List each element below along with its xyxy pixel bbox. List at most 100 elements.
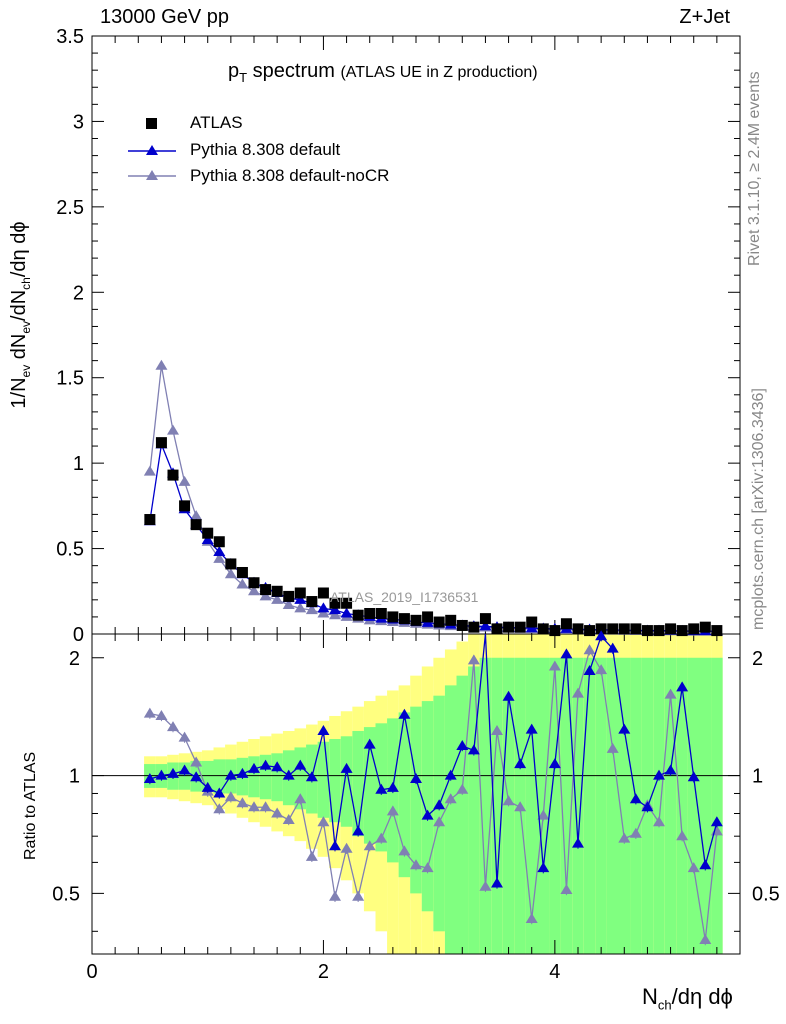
main-y-tick-label: 3.5 [56,26,84,48]
band-green-bar [630,657,642,954]
ratio-point-nocr [525,913,538,924]
main-point-atlas [352,609,364,621]
main-y-tick-label: 3 [73,111,84,133]
ratio-point-default [398,708,411,719]
side-label-events: Rivet 3.1.10, ≥ 2.4M events [746,71,763,266]
main-point-nocr [155,359,168,370]
main-point-atlas [479,613,491,625]
ratio-point-default [201,781,214,792]
ratio-point-default [456,740,469,750]
title-note: (ATLAS UE in Z production) [340,64,538,81]
ratio-point-default [352,825,365,836]
ratio-point-nocr [618,832,631,843]
main-point-atlas [503,621,515,633]
main-point-atlas [248,577,260,589]
ratio-point-nocr [363,840,376,851]
ratio-point-nocr [294,793,307,804]
ratio-point-default [236,767,249,778]
main-point-atlas [179,500,191,512]
ratio-point-nocr [375,832,388,843]
main-point-atlas [618,623,630,635]
main-point-atlas [711,625,723,637]
band-green-bar [317,741,330,818]
ratio-point-default [329,840,341,851]
band-green-bar [699,657,712,954]
ratio-point-default [525,723,538,734]
main-point-default [329,604,341,615]
ratio-point-default [653,769,665,780]
main-y-tick-label: 0.5 [56,539,84,561]
ratio-point-default [514,758,527,769]
band-green-bar [583,657,596,954]
main-point-atlas [283,590,295,602]
main-point-atlas [364,607,376,619]
watermark: ATLAS_2019_I1736531 [330,589,479,605]
ratio-point-default [190,771,203,782]
header-left: 13000 GeV pp [100,6,229,28]
main-point-atlas [213,536,225,548]
ratio-point-nocr [224,791,237,802]
ratio-point-nocr [259,801,272,812]
title-sub: T [239,70,248,85]
main-point-atlas [560,618,572,630]
x-label-main: N [642,984,658,1009]
ratio-y-tick-label: 1 [69,766,80,788]
ratio-point-nocr [317,816,330,827]
ratio-point-default [537,862,550,873]
main-point-atlas [375,607,387,619]
main-point-nocr [178,475,191,486]
ratio-point-nocr [236,797,249,808]
ratio-point-default [410,772,422,783]
band-green-bar [433,695,445,932]
ratio-point-nocr [340,842,353,853]
main-point-nocr [282,598,295,609]
ratio-point-default [606,642,619,653]
main-point-atlas [155,437,167,449]
ratio-point-default [664,764,677,775]
side-label-source: mcplots.cern.ch [arXiv:1306.3436] [750,388,767,630]
ratio-point-nocr [456,783,469,794]
ratio-point-default [548,758,561,769]
ratio-point-default [560,648,573,659]
band-green-bar [444,685,457,954]
main-point-atlas [491,623,503,635]
ratio-point-default [444,769,457,780]
main-point-nocr [271,593,284,604]
legend-atlas-marker [146,118,157,129]
ratio-point-nocr [167,721,179,732]
ratio-point-default [502,690,515,701]
main-point-atlas [225,558,237,570]
main-point-atlas [329,597,341,609]
main-point-nocr [317,607,330,618]
main-point-atlas [317,587,329,599]
ratio-point-default [213,787,226,798]
band-green-bar [468,666,480,954]
ratio-point-nocr [583,644,596,655]
band-green-bar [618,657,631,954]
main-point-default [294,593,307,604]
main-point-atlas [190,519,202,531]
band-green-bar [363,727,376,844]
main-y-tick-label: 1.5 [56,368,84,390]
ratio-point-nocr [479,880,492,891]
ratio-point-default [676,681,689,692]
ratio-y-tick-label-right: 2 [752,648,763,670]
ratio-axes: 0.5 0.5 1 1 2 2 0 2 4 [52,634,780,983]
x-tick-label: 0 [86,961,97,983]
main-point-atlas [456,619,468,631]
main-point-nocr [259,590,272,601]
ratio-point-nocr [248,801,260,812]
ratio-point-default [629,793,642,804]
ratio-point-default [271,761,284,772]
band-green-bar [352,730,364,837]
ratio-point-nocr [143,707,156,718]
main-point-nocr [143,465,156,476]
ratio-point-nocr [687,862,700,873]
band-green-bar [271,753,283,802]
main-point-nocr [305,604,318,615]
band-green-bar [537,657,550,954]
main-point-default [201,534,214,545]
main-point-nocr [190,510,203,521]
ratio-y-tick-label-right: 1 [752,766,763,788]
